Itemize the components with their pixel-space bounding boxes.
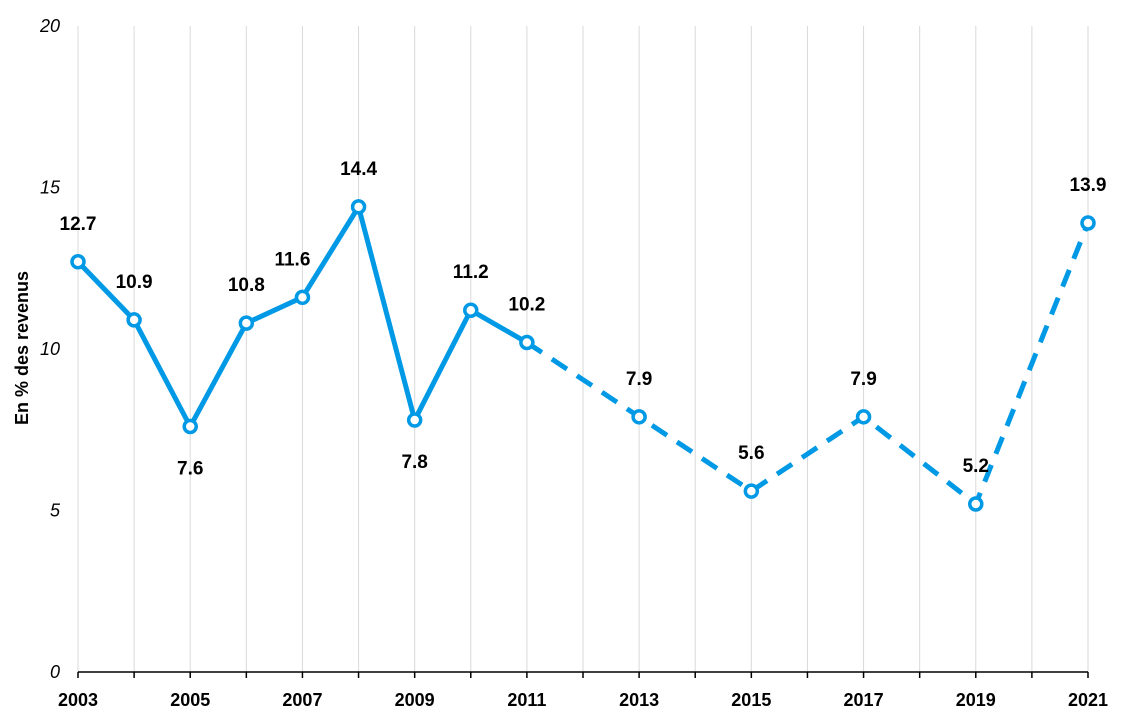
x-tick-label: 2019	[956, 690, 996, 710]
data-point-2006	[238, 315, 255, 331]
data-label-layer: 12.7 10.9 7.6 10.8 11.6 14.4 7.8 11.2 10.2 7.9 5.6…	[60, 159, 1107, 480]
x-tick-label: 2015	[731, 690, 771, 710]
series-line-dashed	[525, 222, 1091, 507]
y-tick-label: 15	[40, 178, 61, 198]
data-point-2015	[743, 483, 760, 499]
data-label-2019: 5.2	[963, 456, 989, 477]
data-point-2009	[406, 412, 423, 428]
x-tick-label: 2013	[619, 690, 659, 710]
data-point-2011	[519, 334, 535, 351]
data-label-2005: 7.6	[177, 459, 203, 480]
data-label-2004: 10.9	[116, 272, 153, 293]
data-label-2009: 7.8	[401, 452, 427, 473]
x-tick-label: 2005	[170, 690, 210, 710]
y-tick-label: 5	[50, 501, 61, 521]
axis-layer: En % des revenus 2003 2005 2007 2009 2011 201…	[12, 16, 1108, 710]
data-point-2008	[350, 199, 367, 215]
data-point-2003	[70, 254, 86, 270]
data-point-2004	[126, 312, 142, 328]
x-tick-label: 2003	[58, 690, 98, 710]
data-label-2007: 11.6	[274, 249, 310, 270]
data-point-2013	[631, 409, 647, 425]
y-tick-label: 10	[40, 339, 60, 359]
y-tick-label: 20	[39, 16, 60, 36]
x-tick-label: 2011	[507, 690, 546, 710]
grid-layer	[77, 26, 1089, 672]
data-label-2013: 7.9	[626, 369, 652, 390]
x-tick-label: 2009	[395, 690, 435, 710]
data-label-2015: 5.6	[738, 443, 764, 464]
data-point-2010	[463, 302, 479, 318]
y-tick-label: 0	[50, 662, 60, 682]
data-label-2006: 10.8	[228, 275, 265, 296]
data-point-2017	[855, 409, 872, 425]
data-point-2005	[182, 418, 198, 435]
data-label-2008: 14.4	[340, 159, 377, 180]
data-label-2021: 13.9	[1070, 175, 1107, 196]
data-point-2021	[1080, 215, 1096, 231]
x-tick-label: 2007	[282, 690, 322, 710]
x-tick-label: 2017	[844, 690, 884, 710]
series-layer	[70, 199, 1096, 512]
data-point-2019	[968, 496, 984, 512]
data-point-2007	[294, 289, 311, 306]
data-label-2003: 12.7	[60, 214, 97, 235]
data-label-2017: 7.9	[850, 369, 876, 390]
data-label-2010: 11.2	[453, 262, 489, 283]
y-axis-title: En % des revenus	[12, 271, 32, 425]
x-tick-label: 2021	[1068, 690, 1108, 710]
data-label-2011: 10.2	[508, 295, 545, 316]
